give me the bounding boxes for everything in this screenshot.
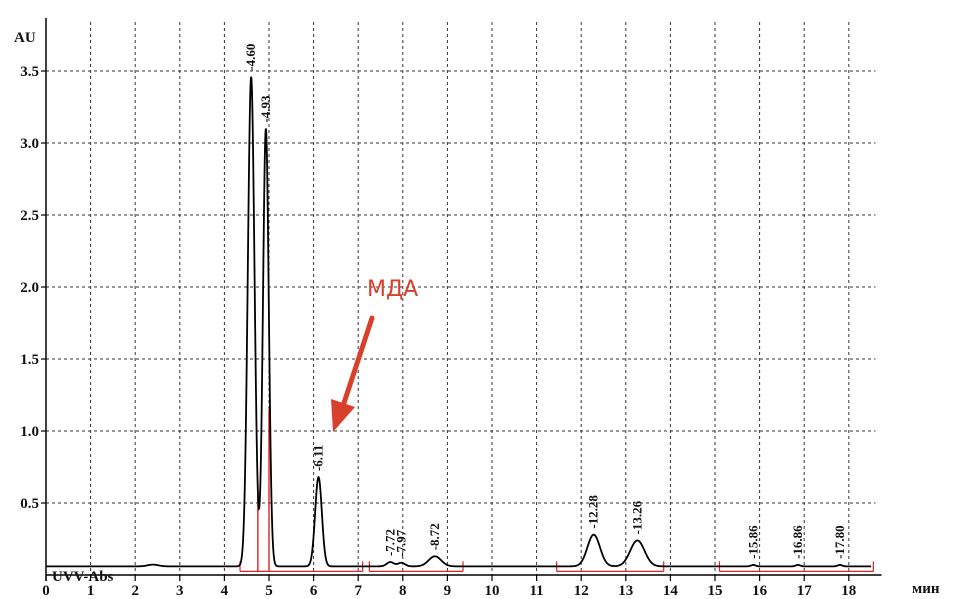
x-tick-label: 15 xyxy=(708,583,723,599)
x-ticks: 0 1 2 3 4 5 6 7 8 9 10 11 12 13 14 15 16 17 18 xyxy=(42,575,856,599)
peak-label: -8.72 xyxy=(427,523,442,550)
peak-label: -4.93 xyxy=(258,95,273,123)
y-ticks: 0.5 1.0 1.5 2.0 2.5 3.0 3.5 xyxy=(20,64,46,512)
mda-annotation: МДА xyxy=(331,277,418,432)
peak-label: -13.26 xyxy=(629,500,644,534)
x-tick-label: 4 xyxy=(221,583,229,599)
x-tick-label: 14 xyxy=(663,583,679,599)
x-tick-label: 6 xyxy=(310,583,318,599)
y-tick-label: 2.0 xyxy=(20,280,39,296)
y-axis-title: AU xyxy=(14,30,36,46)
grid-lines xyxy=(46,22,876,575)
peak-label: -15.86 xyxy=(745,525,760,559)
peak-label: -4.60 xyxy=(243,44,258,71)
annotation-arrow xyxy=(340,315,375,409)
chromatogram-trace xyxy=(46,76,872,568)
y-tick-label: 2.5 xyxy=(20,208,39,224)
peak-label: -7.97 xyxy=(393,529,408,557)
peak-label: -17.80 xyxy=(832,525,847,559)
annotation-arrowhead xyxy=(331,399,355,432)
x-tick-label: 12 xyxy=(574,583,589,599)
peak-labels: -4.60 -4.93 -6.11 -7.72-7.97 -8.72 -12.28 -13.… xyxy=(243,44,847,559)
y-tick-label: 3.0 xyxy=(20,136,39,152)
x-tick-label: 18 xyxy=(841,583,856,599)
peak-label: -16.86 xyxy=(790,525,805,559)
peak-label: -7.72 xyxy=(382,529,397,556)
y-tick-label: 0.5 xyxy=(20,496,39,512)
x-tick-label: 5 xyxy=(265,583,273,599)
x-tick-label: 13 xyxy=(618,583,633,599)
x-tick-label: 17 xyxy=(797,583,813,599)
x-tick-label: 0 xyxy=(42,583,50,599)
y-tick-label: 3.5 xyxy=(20,64,39,80)
x-tick-label: 11 xyxy=(530,583,544,599)
peak-label: -12.28 xyxy=(586,495,601,529)
integration-baseline xyxy=(239,409,874,572)
detector-label: UVV-Abs xyxy=(52,569,114,585)
x-tick-label: 3 xyxy=(176,583,184,599)
x-tick-label: 16 xyxy=(752,583,768,599)
x-tick-label: 9 xyxy=(444,583,452,599)
peak-label: -6.11 xyxy=(311,445,326,471)
x-axis-title: мин xyxy=(912,581,940,597)
x-tick-label: 1 xyxy=(87,583,95,599)
x-tick-label: 2 xyxy=(131,583,139,599)
y-tick-label: 1.0 xyxy=(20,424,39,440)
x-tick-label: 7 xyxy=(354,583,362,599)
axes xyxy=(45,18,882,581)
x-tick-label: 10 xyxy=(485,583,500,599)
y-tick-label: 1.5 xyxy=(20,352,39,368)
annotation-text: МДА xyxy=(367,277,418,302)
x-tick-label: 8 xyxy=(399,583,407,599)
